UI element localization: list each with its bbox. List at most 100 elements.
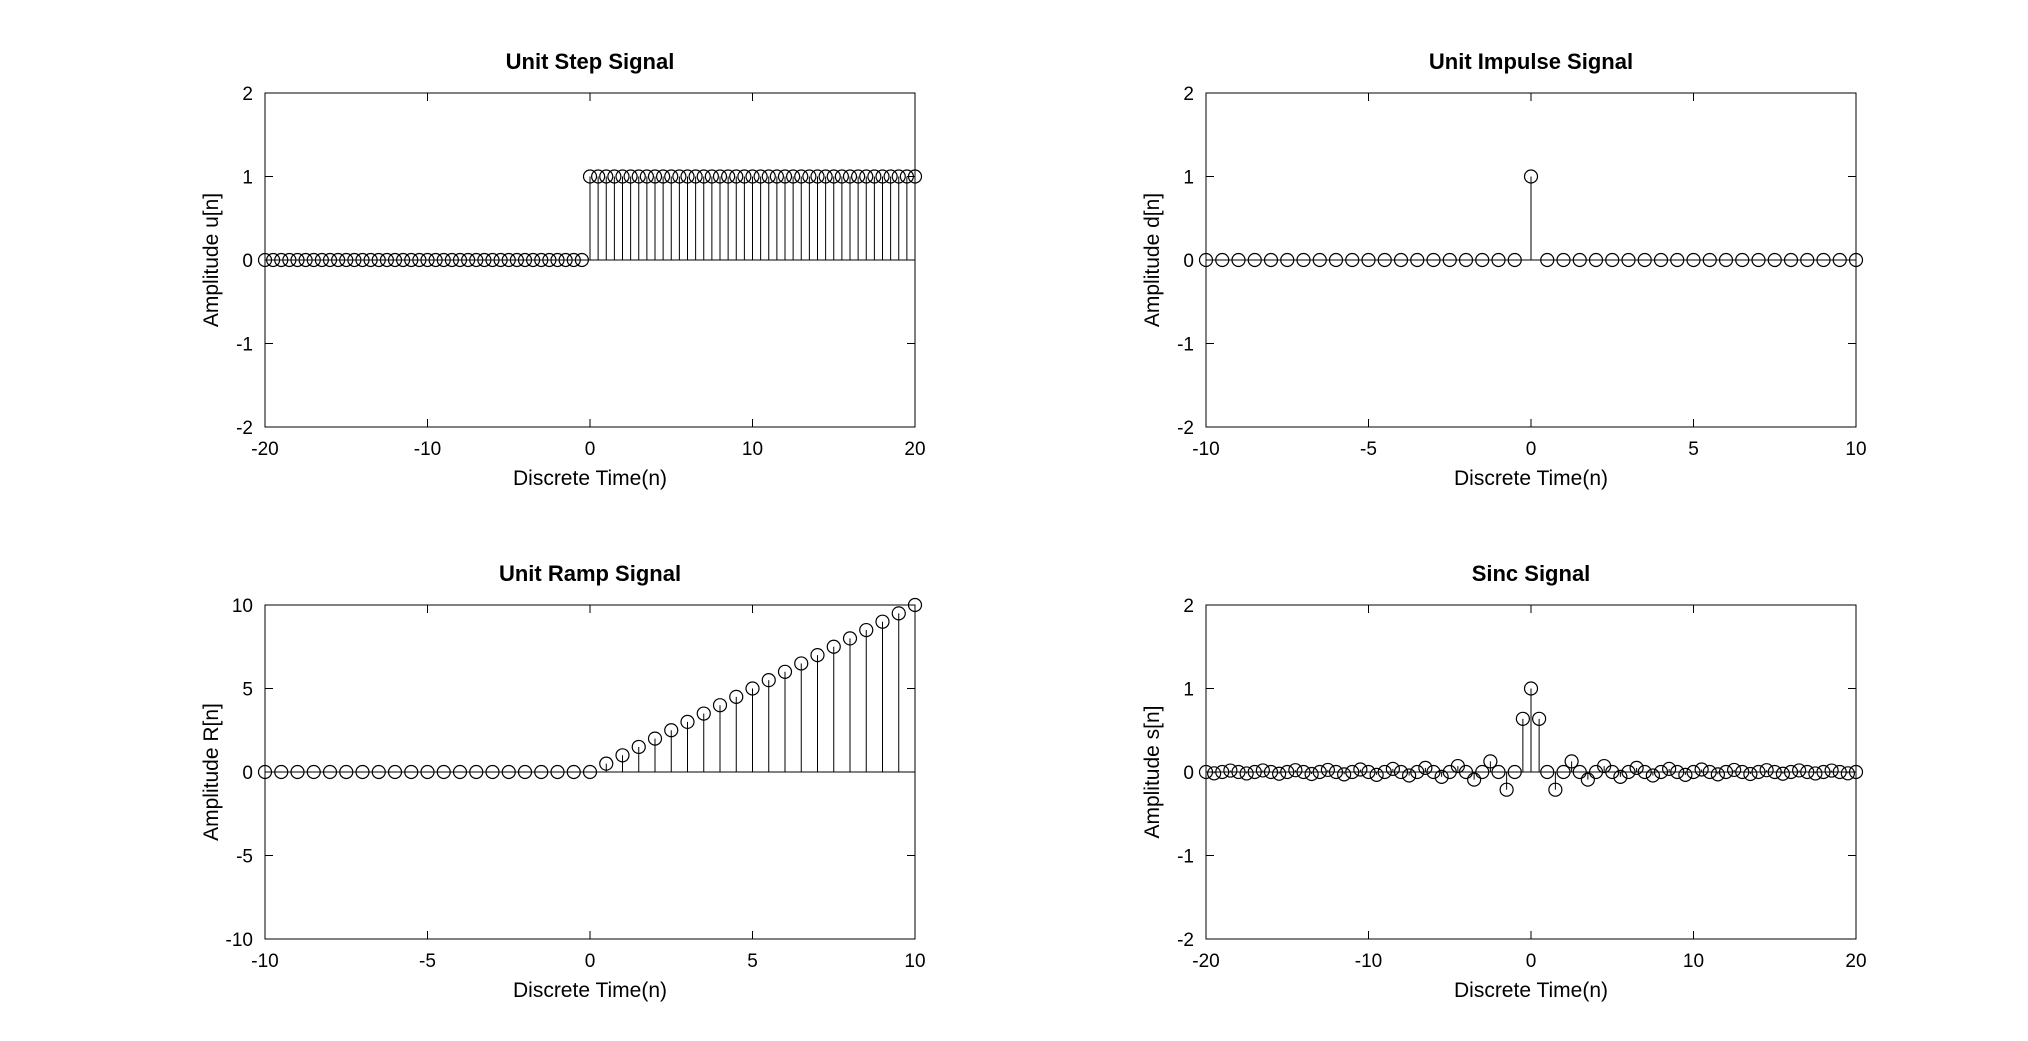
plot-1-ytick-label: 2 — [242, 84, 253, 105]
plot-3-stem-marker — [696, 706, 711, 721]
plot-4-stem-marker — [1320, 762, 1335, 778]
plot-3-stem-marker — [761, 673, 776, 688]
plot-2-title: Unit Impulse Signal — [1429, 49, 1633, 74]
plot-1-stem-marker — [469, 252, 484, 268]
plot-1-stem-marker — [607, 169, 622, 184]
plot-2-stem-marker — [1491, 252, 1506, 268]
plot-4-stem-marker — [1393, 764, 1409, 780]
plot-2-stem-marker — [1637, 252, 1652, 268]
plot-1-stem-marker — [664, 169, 679, 184]
plot-3-ytick-label: 0 — [242, 763, 253, 784]
plot-4-xlabel: Discrete Time(n) — [1454, 979, 1608, 1002]
plot-4-stem-marker — [1832, 764, 1847, 780]
plot-1-stem-marker — [493, 252, 508, 268]
plot-4-stem-marker — [1637, 764, 1652, 780]
plot-1-stem-marker — [851, 169, 866, 184]
plot-1-xlabel: Discrete Time(n) — [513, 467, 667, 490]
plot-1-stem-marker — [477, 252, 492, 268]
plot-3: -10 -5 0 5 10 -10 -5 0 5 10 Unit Ramp Signal Discre… — [200, 561, 926, 1002]
plot-4-title: Sinc Signal — [1472, 561, 1591, 586]
plot-1-stem-marker — [379, 252, 394, 268]
plot-4-ytick-label: 2 — [1183, 596, 1194, 617]
plot-3-stem-marker — [469, 764, 484, 780]
plot-3-stem-marker — [599, 756, 614, 771]
plot-1-stem-marker — [363, 252, 378, 268]
plot-3-stem-marker — [859, 622, 874, 638]
plot-4-stem-marker — [1735, 764, 1750, 780]
plot-2-stem-marker — [1328, 252, 1344, 268]
plot-2-stem-marker — [1247, 252, 1262, 268]
plot-3-xtick-label: 10 — [904, 951, 925, 972]
plot-2-stem-marker — [1848, 252, 1864, 268]
plot-2-stem-marker — [1312, 252, 1327, 268]
plot-1-series — [257, 169, 923, 268]
plot-1-stem-marker — [266, 252, 281, 268]
plot-4-stem-marker — [1263, 764, 1279, 780]
plot-3-stem-marker — [712, 698, 728, 713]
plot-4-stem-marker — [1540, 764, 1555, 780]
plot-4-stem-marker — [1548, 782, 1563, 797]
plot-1-ytick-label: -2 — [236, 418, 253, 439]
plot-3-ytick-label: -10 — [226, 930, 253, 951]
plot-1-stem-marker — [859, 169, 874, 184]
plot-1-stem-marker — [712, 169, 728, 184]
plot-2-ytick-label: 1 — [1183, 168, 1194, 189]
plot-2-stem-marker — [1507, 252, 1522, 268]
plot-3-stem-marker — [452, 764, 468, 780]
plot-4-stem-marker — [1475, 764, 1490, 780]
plot-3-title: Unit Ramp Signal — [499, 561, 681, 586]
plot-3-stem-marker — [826, 639, 841, 654]
plot-1-stem-marker — [704, 169, 719, 184]
plot-4-stem-marker — [1247, 764, 1262, 780]
plot-4-series — [1198, 681, 1864, 797]
plot-3-stem-marker — [907, 597, 923, 613]
plot-4-ylabel: Amplitude s[n] — [1141, 705, 1164, 838]
plot-1-xtick-label: 0 — [585, 439, 596, 460]
plot-4-stem-marker — [1369, 767, 1384, 782]
plot-1-stem-marker — [322, 252, 338, 268]
plot-3-xlabel: Discrete Time(n) — [513, 979, 667, 1002]
plot-1-stem-marker — [331, 252, 346, 268]
plot-1-stem-marker — [656, 169, 671, 184]
plot-1-stem-marker — [875, 169, 890, 184]
plot-3-stem-marker — [404, 764, 419, 780]
plot-2-stem-marker — [1702, 252, 1717, 268]
plot-2-stem-marker — [1816, 252, 1831, 268]
plot-1-stem-marker — [574, 252, 589, 268]
plot-4-stem-marker — [1345, 764, 1360, 780]
plot-4-stem-marker — [1710, 767, 1725, 782]
plot-3-stem-marker — [875, 614, 890, 629]
plot-3-stem-marker — [745, 681, 760, 696]
plot-1-stem-marker — [810, 169, 825, 184]
plot-2-xtick-label: -10 — [1192, 439, 1219, 460]
plot-4-stem-marker — [1629, 760, 1644, 776]
plot-1-stem-marker — [672, 169, 687, 184]
plot-1-stem-marker — [461, 252, 476, 268]
plot-3-stem-marker — [729, 689, 744, 704]
plot-2-stem-marker — [1686, 252, 1701, 268]
plot-1-stem-marker — [582, 169, 598, 184]
plot-1-stem-marker — [396, 252, 411, 268]
plot-4-xtick-label: 0 — [1526, 951, 1537, 972]
plot-3-ylabel: Amplitude R[n] — [200, 703, 223, 841]
plot-4-stem-marker — [1605, 764, 1620, 780]
plot-2-stem-marker — [1832, 252, 1847, 268]
plot-4-stem-marker — [1759, 763, 1774, 778]
plot-1-stem-marker — [842, 169, 858, 184]
plot-4-ytick-label: -2 — [1177, 930, 1194, 951]
plot-3-stem-marker — [550, 764, 565, 780]
plot-1-stem-marker — [761, 169, 776, 184]
plot-1-stem-marker — [696, 169, 711, 184]
plot-1-stem-marker — [404, 252, 419, 268]
plot-3-stem-marker — [290, 764, 305, 780]
plot-4-stem-marker — [1580, 772, 1595, 787]
plot-2-stem-marker — [1588, 252, 1604, 268]
plot-1-stem-marker — [591, 169, 606, 184]
plot-4-stem-marker — [1816, 764, 1831, 780]
plot-4-stem-marker — [1718, 764, 1734, 780]
plot-4-stem-marker — [1231, 764, 1246, 780]
plot-3-stem-marker — [566, 764, 581, 780]
plot-1-stem-marker — [306, 252, 321, 268]
plot-1-stem-marker — [753, 169, 768, 184]
